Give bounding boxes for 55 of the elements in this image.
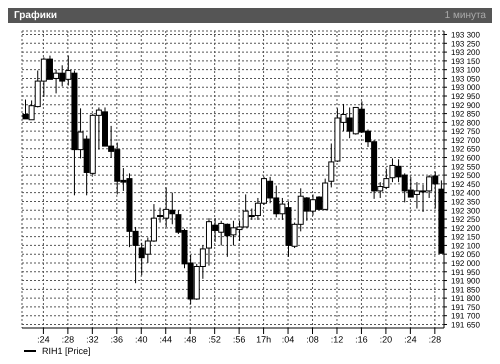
x-tick-label: :40: [135, 334, 148, 344]
x-tick-label: :24: [37, 334, 50, 344]
y-tick-label: 192 000: [451, 258, 480, 268]
y-tick-label: 191 850: [451, 285, 480, 294]
x-tick-label: :28: [428, 334, 442, 344]
y-tick-label: 192 300: [451, 206, 480, 216]
y-tick-label: 192 400: [451, 188, 480, 198]
x-tick-label: 17h: [256, 334, 272, 344]
y-tick-label: 192 450: [451, 180, 480, 189]
y-tick-label: 192 800: [451, 118, 480, 128]
y-tick-label: 191 700: [451, 312, 480, 321]
y-tick-label: 193 150: [451, 56, 480, 66]
y-tick-label: 192 650: [451, 144, 480, 154]
y-tick-label: 192 350: [451, 197, 480, 206]
x-tick-label: :48: [184, 334, 196, 344]
y-tick-label: 192 200: [451, 224, 480, 233]
y-tick-label: 192 750: [451, 127, 480, 136]
y-tick-label: 191 800: [451, 294, 480, 304]
y-tick-label: 192 850: [451, 110, 480, 119]
x-tick-label: :44: [159, 334, 172, 344]
y-tick-label: 193 200: [451, 48, 480, 58]
x-tick-label: :16: [355, 334, 368, 344]
x-tick-label: :52: [208, 334, 221, 344]
y-tick-label: 192 900: [451, 100, 480, 110]
x-tick-label: :56: [232, 334, 246, 344]
y-tick-label: 191 650: [451, 320, 480, 330]
y-tick-label: 192 550: [451, 162, 480, 172]
y-tick-label: 193 000: [451, 83, 480, 92]
y-tick-label: 192 250: [451, 215, 480, 224]
text: 1 минута: [444, 10, 486, 21]
y-tick-label: 193 300: [451, 30, 480, 40]
chart-title: Графики: [14, 10, 58, 21]
x-tick-label: :04: [282, 334, 294, 344]
y-tick-label: 193 100: [451, 66, 480, 75]
y-tick-label: 191 900: [451, 276, 480, 286]
x-tick-label: :36: [110, 334, 124, 344]
y-tick-label: 192 050: [451, 250, 480, 260]
y-tick-label: 193 050: [451, 74, 480, 84]
y-tick-label: 192 600: [451, 154, 480, 163]
y-tick-label: 193 250: [451, 39, 480, 48]
y-tick-label: 192 500: [451, 171, 480, 180]
y-tick-label: 192 150: [451, 232, 480, 242]
y-tick-label: 192 100: [451, 241, 480, 250]
candlestick: [328, 142, 334, 188]
y-tick-label: 192 950: [451, 92, 480, 102]
x-tick-label: :24: [404, 334, 417, 344]
y-tick-label: 191 950: [451, 268, 480, 277]
x-tick-label: :20: [380, 334, 392, 344]
x-tick-label: :08: [306, 334, 319, 344]
x-tick-label: :32: [86, 334, 99, 344]
y-tick-label: 191 750: [451, 302, 480, 312]
legend-label: RIH1 [Price]: [41, 346, 91, 356]
x-tick-label: :28: [62, 334, 74, 344]
x-tick-label: :12: [330, 334, 344, 344]
y-tick-label: 192 700: [451, 136, 480, 145]
